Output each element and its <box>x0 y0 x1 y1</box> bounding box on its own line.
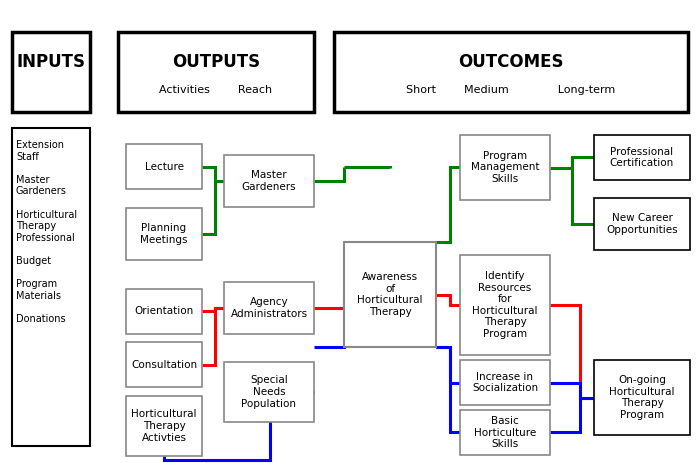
Text: Activities        Reach: Activities Reach <box>160 85 272 94</box>
Text: Professional
Certification: Professional Certification <box>610 147 674 168</box>
FancyBboxPatch shape <box>126 289 202 334</box>
Text: Basic
Horticulture
Skills: Basic Horticulture Skills <box>474 416 536 449</box>
Text: Horticultural
Therapy
Activties: Horticultural Therapy Activties <box>132 409 197 443</box>
Text: New Career
Opportunities: New Career Opportunities <box>606 213 678 235</box>
FancyBboxPatch shape <box>334 32 688 112</box>
FancyBboxPatch shape <box>12 32 90 112</box>
FancyBboxPatch shape <box>224 155 314 207</box>
FancyBboxPatch shape <box>126 208 202 260</box>
Text: Consultation: Consultation <box>131 359 197 369</box>
FancyBboxPatch shape <box>594 198 690 250</box>
Text: INPUTS: INPUTS <box>17 53 85 71</box>
Text: Program
Management
Skills: Program Management Skills <box>470 151 539 184</box>
Text: Planning
Meetings: Planning Meetings <box>140 223 188 245</box>
FancyBboxPatch shape <box>460 135 550 200</box>
Text: OUTCOMES: OUTCOMES <box>458 53 564 71</box>
Text: Extension
Staff

Master
Gardeners

Horticultural
Therapy
Professional

Budget

P: Extension Staff Master Gardeners Horticu… <box>16 140 77 324</box>
FancyBboxPatch shape <box>460 255 550 355</box>
Text: On-going
Horticultural
Therapy
Program: On-going Horticultural Therapy Program <box>609 375 675 420</box>
Text: Identify
Resources
for
Horticultural
Therapy
Program: Identify Resources for Horticultural The… <box>473 271 538 339</box>
Text: Lecture: Lecture <box>144 162 183 171</box>
Text: OUTPUTS: OUTPUTS <box>172 53 260 71</box>
Text: Master
Gardeners: Master Gardeners <box>241 170 296 192</box>
Text: Increase in
Socialization: Increase in Socialization <box>472 372 538 393</box>
FancyBboxPatch shape <box>12 128 90 446</box>
FancyBboxPatch shape <box>460 410 550 455</box>
FancyBboxPatch shape <box>126 144 202 189</box>
FancyBboxPatch shape <box>118 32 314 112</box>
FancyBboxPatch shape <box>224 282 314 334</box>
Text: Orientation: Orientation <box>134 307 194 317</box>
FancyBboxPatch shape <box>224 362 314 422</box>
FancyBboxPatch shape <box>344 242 436 347</box>
Text: Short        Medium              Long-term: Short Medium Long-term <box>407 85 615 94</box>
FancyBboxPatch shape <box>594 135 690 180</box>
Text: Special
Needs
Population: Special Needs Population <box>241 375 297 409</box>
Text: Awareness
of
Horticultural
Therapy: Awareness of Horticultural Therapy <box>357 272 423 317</box>
FancyBboxPatch shape <box>460 360 550 405</box>
FancyBboxPatch shape <box>594 360 690 435</box>
FancyBboxPatch shape <box>126 396 202 456</box>
FancyBboxPatch shape <box>126 342 202 387</box>
Text: Agency
Administrators: Agency Administrators <box>230 297 307 319</box>
